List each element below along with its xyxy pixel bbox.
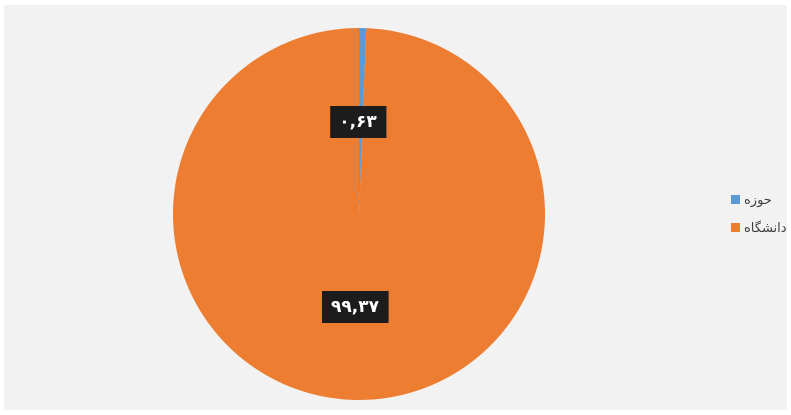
data-label-text: ۹۹,۳۷ [331, 297, 380, 317]
pie-slices [173, 28, 546, 401]
data-labels: ۰,۶۳ ۹۹,۳۷ [322, 106, 389, 323]
legend-label: دانشگاه [744, 220, 787, 236]
legend: حوزه دانشگاه [731, 193, 787, 236]
data-label-1: ۰,۶۳ [330, 106, 387, 138]
data-label-text: ۰,۶۳ [339, 112, 377, 132]
data-label-box [330, 106, 387, 138]
data-label-2: ۹۹,۳۷ [322, 291, 389, 323]
legend-swatch [731, 223, 740, 232]
data-label-box [322, 291, 389, 323]
legend-swatch [731, 195, 740, 204]
legend-label: حوزه [744, 193, 772, 208]
pie-slice-2 [173, 28, 546, 401]
legend-item-2: دانشگاه [731, 220, 787, 236]
legend-item-1: حوزه [731, 193, 772, 208]
